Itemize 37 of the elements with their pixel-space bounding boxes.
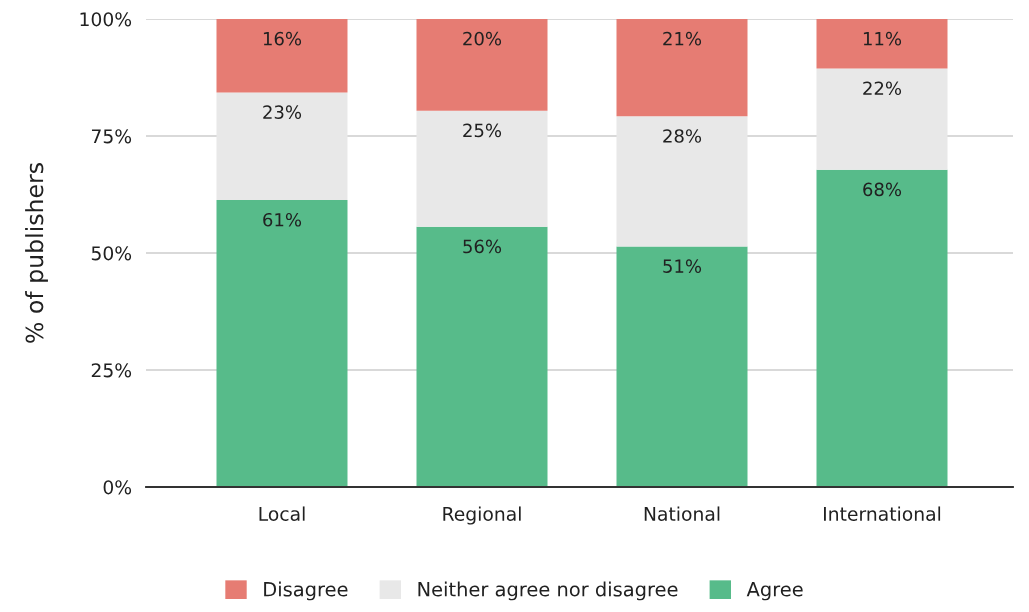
y-tick-label: 100% (80, 12, 132, 27)
bar (816, 19, 948, 69)
bar (216, 200, 348, 487)
data-label: 28% (663, 129, 702, 143)
data-label: 68% (863, 182, 902, 197)
data-label: 22% (863, 81, 902, 96)
x-tick-label: Local (259, 506, 305, 521)
x-tick-label: International (824, 506, 941, 521)
bar (216, 92, 348, 201)
bar (616, 19, 748, 117)
bar (616, 246, 748, 487)
data-label: 16% (263, 31, 302, 46)
bar (816, 169, 948, 487)
bar (816, 68, 948, 170)
data-label: 61% (263, 212, 302, 227)
legend-label: Neither agree nor disagree (418, 581, 678, 601)
x-tick-label: Regional (443, 506, 521, 525)
data-label: 11% (863, 31, 902, 46)
legend-label: Disagree (264, 581, 348, 601)
y-tick-label: 25% (91, 363, 132, 378)
bar (416, 110, 548, 227)
bar (416, 19, 548, 111)
legend-label: Agree (746, 582, 803, 601)
x-tick-label: National (644, 506, 720, 521)
y-tick-label: 75% (91, 129, 132, 144)
y-tick-label: 0% (103, 480, 132, 495)
bar (216, 19, 348, 93)
data-label: 21% (663, 31, 702, 46)
bar (616, 116, 748, 247)
y-tick-label: 50% (91, 246, 132, 261)
bar (416, 226, 548, 487)
data-label: 23% (263, 105, 302, 119)
data-label: 51% (663, 259, 702, 273)
data-label: 25% (463, 123, 502, 138)
data-label: 20% (463, 31, 502, 46)
data-label: 56% (463, 239, 502, 254)
y-axis-title: % of publishers (25, 163, 48, 343)
